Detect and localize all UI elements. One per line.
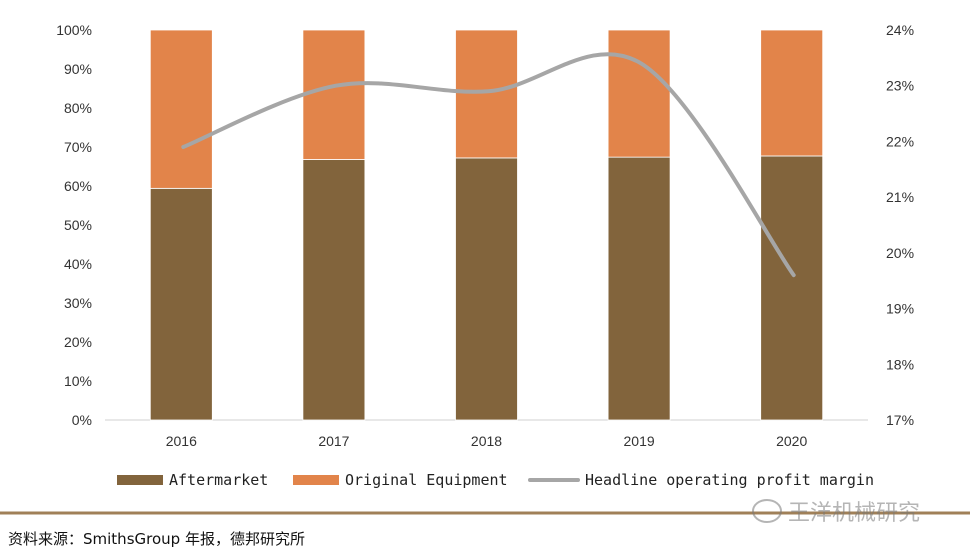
watermark: 王洋机械研究 — [752, 495, 920, 527]
legend-label-aftermarket: Aftermarket — [169, 471, 268, 489]
bar-aftermarket-2020 — [760, 155, 824, 421]
right-tick-label: 17% — [886, 412, 914, 428]
right-tick-label: 20% — [886, 245, 914, 261]
right-tick-label: 21% — [886, 189, 914, 205]
line-series-group — [181, 52, 796, 278]
bar-original-equipment-2020 — [760, 29, 824, 157]
bar-original-equipment-2017 — [302, 29, 366, 160]
wechat-icon — [752, 499, 782, 523]
legend-label-margin: Headline operating profit margin — [585, 471, 874, 489]
line-point-2019 — [639, 61, 643, 65]
x-tick-label: 2017 — [318, 433, 349, 449]
bar-aftermarket-2019 — [607, 156, 671, 421]
x-tick-label: 2018 — [471, 433, 502, 449]
watermark-text: 王洋机械研究 — [788, 501, 921, 526]
source-note: 资料来源：SmithsGroup 年报，德邦研究所 — [8, 530, 305, 548]
left-tick-label: 40% — [64, 256, 92, 272]
legend: Aftermarket Original Equipment Headline op… — [117, 471, 874, 489]
bar-original-equipment-2019 — [607, 29, 671, 158]
legend-swatch-original-equipment — [293, 475, 339, 485]
left-axis: 0% 10% 20% 30% 40% 50% 60% 70% 80% 90% 100% — [56, 22, 92, 428]
line-point-2016 — [181, 145, 185, 149]
left-tick-label: 50% — [64, 217, 92, 233]
bar-group — [149, 29, 824, 421]
bar-aftermarket-2016 — [149, 187, 213, 421]
left-tick-label: 80% — [64, 100, 92, 116]
right-tick-label: 18% — [886, 356, 914, 372]
right-tick-label: 24% — [886, 22, 914, 38]
x-tick-label: 2019 — [624, 433, 655, 449]
left-tick-label: 0% — [72, 412, 92, 428]
left-tick-label: 70% — [64, 139, 92, 155]
bar-original-equipment-2018 — [455, 29, 518, 159]
right-tick-label: 23% — [886, 78, 914, 94]
x-axis: 2016 2017 2018 2019 2020 — [166, 433, 808, 449]
left-tick-label: 10% — [64, 373, 92, 389]
left-tick-label: 20% — [64, 334, 92, 350]
line-point-2018 — [487, 89, 490, 93]
left-tick-label: 90% — [64, 61, 92, 77]
line-headline-operating-profit-margin — [181, 52, 796, 278]
bar-aftermarket-2017 — [302, 159, 366, 421]
bar-aftermarket-2018 — [455, 157, 518, 421]
legend-swatch-aftermarket — [117, 475, 163, 485]
x-tick-label: 2020 — [776, 433, 807, 449]
line-point-2020 — [792, 273, 796, 277]
right-tick-label: 19% — [886, 301, 914, 317]
left-tick-label: 60% — [64, 178, 92, 194]
legend-label-original-equipment: Original Equipment — [345, 471, 508, 489]
right-tick-label: 22% — [886, 133, 914, 149]
x-tick-label: 2016 — [166, 433, 197, 449]
bar-original-equipment-2016 — [149, 29, 213, 189]
right-axis: 17% 18% 19% 20% 21% 22% 23% 24% — [886, 22, 914, 428]
left-tick-label: 100% — [56, 22, 92, 38]
left-tick-label: 30% — [64, 295, 92, 311]
line-point-2017 — [334, 84, 338, 88]
